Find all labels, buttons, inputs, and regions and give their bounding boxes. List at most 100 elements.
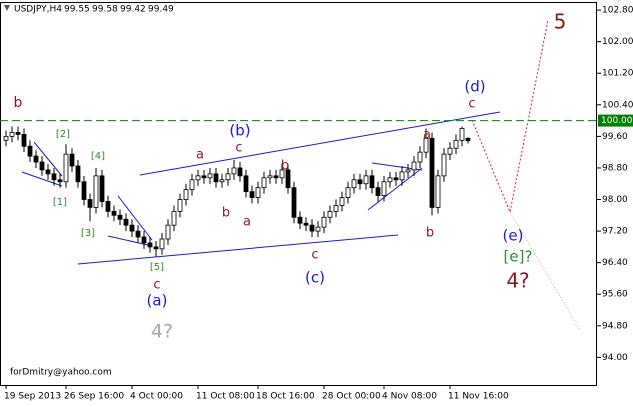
wave-label: a [196,148,204,163]
y-tick-label: 95.60 [602,290,628,300]
wave-label: b [222,206,230,221]
candle-body [189,179,195,191]
candle-body [255,187,261,198]
x-tick-label: 19 Sep 2013 [4,392,61,402]
candle-body [381,181,387,196]
x-tick-label: 26 Sep 16:00 [64,392,124,402]
candle-body [225,173,231,181]
candle-body [351,179,357,189]
candle-body [435,175,441,208]
symbol-icon [4,5,10,11]
candle-body [261,177,267,189]
candle-body [153,246,159,250]
candle-body [129,224,135,232]
candle-body [333,205,339,212]
wave-label: b [426,226,434,241]
candle-body [63,153,69,183]
wave-label: b [14,95,23,111]
candle-body [141,236,147,244]
candle-body [39,161,45,171]
candle-body [123,218,129,226]
header-low: 99.42 [120,5,146,15]
candle-body [3,135,9,141]
level-label-box [598,114,633,127]
candle-body [249,191,255,198]
chart-title: USDJPY,H4 [14,5,62,15]
alt-forecast [509,211,581,331]
candle-body [459,128,465,141]
x-tick-label: 11 Nov 16:00 [448,392,509,402]
candle-body [33,155,39,163]
candle-body [195,175,201,181]
trendline [107,235,153,247]
candle-body [399,171,405,181]
candle-body [423,137,429,153]
candle-body [111,210,117,216]
wave-label: b [281,159,289,174]
wave-label: (e) [503,227,524,245]
candle-body [231,167,237,175]
candle-body [213,173,219,183]
candle-body [93,175,99,208]
candle-body [303,222,309,226]
candle-body [411,161,417,171]
wave-label: [5] [150,262,164,273]
candle-body [363,175,369,185]
candle-body [135,230,141,238]
x-tick-label: 4 Nov 08:00 [382,392,437,402]
candle-body [267,175,273,179]
wave-label: (d) [464,78,485,96]
candle-body [183,189,189,200]
candle-body [15,132,21,135]
candle-body [345,187,351,198]
candle-body [159,238,165,250]
y-tick-label: 94.80 [602,321,628,331]
candle-body [405,169,411,173]
wave-label: (a) [147,292,168,310]
candle-body [57,179,63,183]
candle-body [357,179,363,185]
candle-body [273,175,279,179]
y-tick-label: 96.40 [602,258,628,268]
trendline [117,195,153,241]
candle-body [105,201,111,212]
wave-label: 4? [151,321,173,343]
candle-body [87,199,93,208]
candle-body [429,137,435,208]
candle-body [147,242,153,248]
candle-body [375,187,381,196]
forecast-path [471,19,549,214]
candle-body [69,153,75,167]
trendline [21,171,63,187]
plot-frame [0,2,597,386]
wave-label: c [311,248,318,263]
candle-body [279,169,285,179]
trendline [139,111,501,176]
y-tick-label: 98.00 [602,195,628,205]
candle-body [297,216,303,224]
wave-label: c [235,141,242,156]
candle-body [321,216,327,228]
y-tick-label: 98.80 [602,163,628,173]
candle-body [219,179,225,183]
y-tick-label: 100.40 [602,100,633,110]
candle-body [45,169,51,175]
candle-body [291,187,297,218]
candle-body [387,177,393,183]
x-tick-label: 11 Oct 08:00 [196,392,255,402]
candle-body [243,175,249,193]
x-tick-label: 4 Oct 00:00 [130,392,183,402]
trendline [367,167,423,211]
wave-label: (c) [305,269,325,287]
candle-body [417,151,423,163]
wave-label: c [468,97,475,112]
candle-body [99,175,105,202]
y-tick-label: 101.20 [602,69,633,79]
wave-label: [4] [91,151,105,162]
header-high: 99.58 [92,5,118,15]
y-tick-label: 102.80 [602,6,633,16]
candle-body [81,181,87,200]
candle-body [177,199,183,212]
candle-body [315,226,321,232]
